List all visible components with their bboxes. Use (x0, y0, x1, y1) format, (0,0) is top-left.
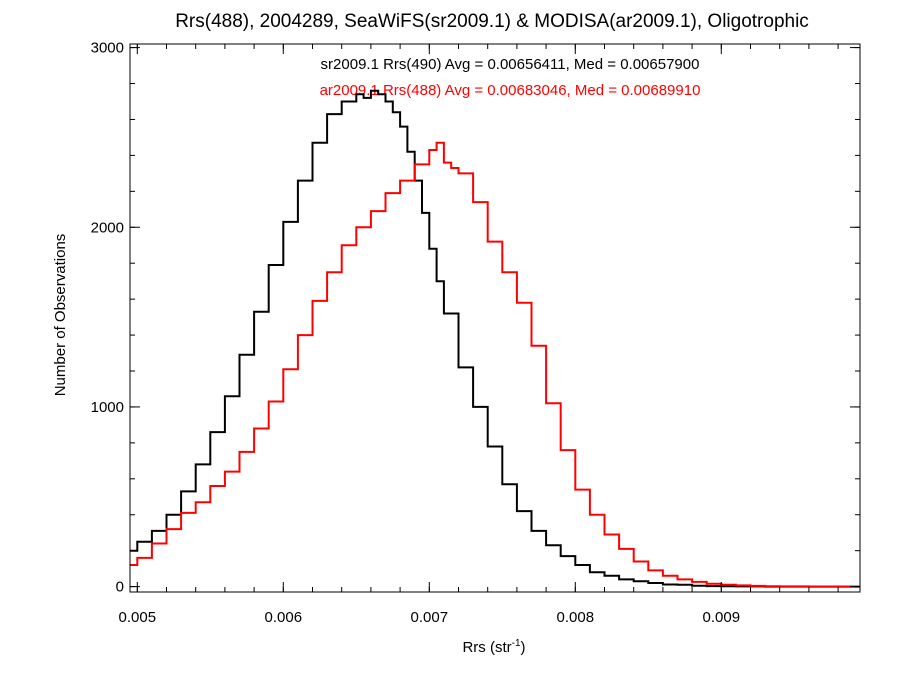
stats-annotation-1: sr2009.1 Rrs(490) Avg = 0.00656411, Med … (321, 56, 700, 73)
axes: 0.005 0.006 0.007 0.008 0.009 0 1000 2000 3000 (91, 40, 860, 626)
histogram-series-2 (130, 141, 860, 588)
y-axis-label: Number of Observations (52, 234, 69, 397)
x-tick-label: 0.008 (557, 609, 595, 626)
x-axis-label-superscript: -1 (512, 638, 521, 649)
y-tick-label: 2000 (91, 219, 124, 236)
x-tick-label: 0.009 (703, 609, 741, 626)
chart-title: Rrs(488), 2004289, SeaWiFS(sr2009.1) & M… (175, 11, 809, 32)
y-tick-label: 1000 (91, 399, 124, 416)
y-tick-label: 3000 (91, 40, 124, 57)
stats-annotation-2: ar2009.1 Rrs(488) Avg = 0.00683046, Med … (320, 82, 701, 99)
x-tick-label: 0.007 (411, 609, 449, 626)
histogram-series-1 (130, 89, 860, 588)
y-tick-label: 0 (116, 579, 124, 596)
x-tick-label: 0.006 (265, 609, 303, 626)
plot-frame (129, 43, 861, 593)
series-layer (130, 89, 860, 588)
x-axis-label: Rrs (str-1) (462, 638, 525, 656)
x-tick-label: 0.005 (119, 609, 157, 626)
annotations: sr2009.1 Rrs(490) Avg = 0.00656411, Med … (320, 56, 701, 99)
